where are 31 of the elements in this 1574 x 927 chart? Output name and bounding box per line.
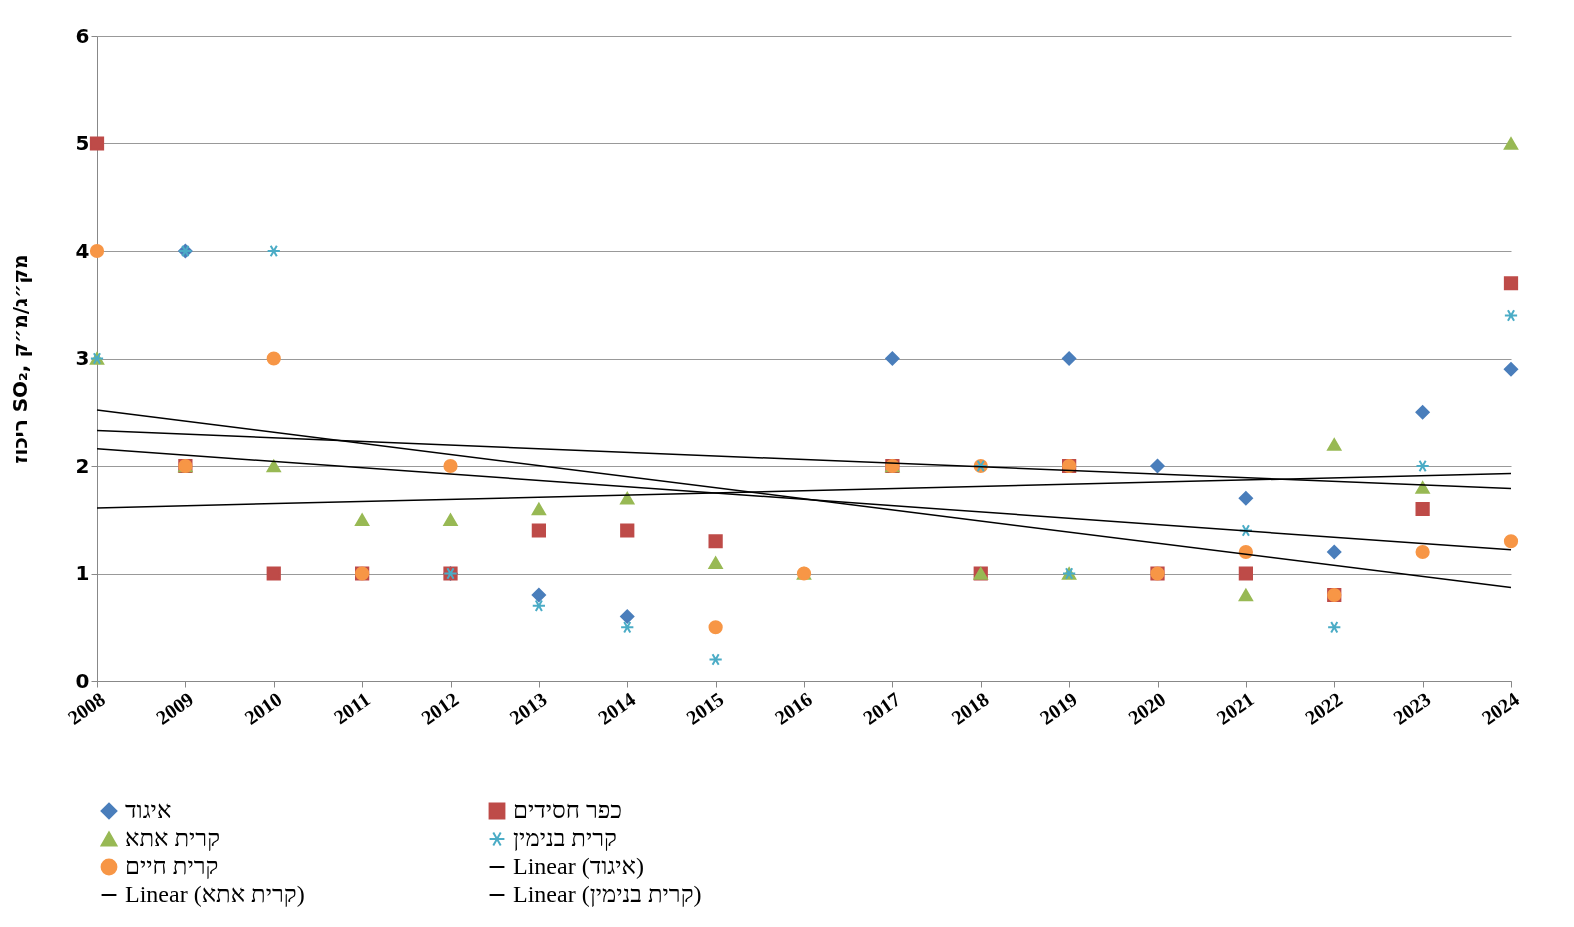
y-axis-title: ריכוז SO₂, מק״ג/מ״ק	[7, 254, 32, 464]
y-tick-label: 2	[75, 453, 90, 478]
x-tick-label: 2017	[858, 687, 905, 729]
x-tick-label: 2011	[329, 687, 375, 729]
x-tick-label: 2022	[1300, 687, 1347, 729]
y-tick-label: 5	[75, 131, 90, 155]
y-tick-label: 4	[75, 238, 90, 263]
x-tick-label: 2010	[240, 687, 286, 729]
legend-label: קרית חיים	[125, 853, 219, 879]
legend-label: קרית בנימין	[513, 825, 617, 851]
x-tick-label: 2024	[1477, 687, 1523, 729]
y-tick-label: 1	[75, 561, 90, 585]
x-tick-label: 2013	[505, 687, 551, 729]
x-tick-label: 2009	[151, 687, 198, 729]
x-tick-label: 2021	[1212, 687, 1258, 729]
x-tick-label: 2018	[947, 687, 993, 729]
x-tick-label: 2019	[1035, 687, 1082, 729]
y-tick-label: 3	[75, 346, 90, 370]
legend-label: Linear (קרית אתא)	[125, 881, 305, 907]
x-tick-label: 2020	[1124, 687, 1170, 729]
x-tick-label: 2012	[417, 687, 463, 729]
legend-label: Linear (קרית בנימין)	[513, 881, 702, 907]
x-tick-label: 2015	[682, 687, 728, 729]
legend-label: כפר חסידים	[513, 797, 623, 823]
x-tick-label: 2016	[770, 687, 816, 729]
y-tick-label: 6	[75, 23, 90, 48]
x-tick-label: 2023	[1389, 687, 1435, 729]
x-tick-label: 2014	[593, 687, 640, 729]
legend-label: קרית אתא	[125, 825, 221, 851]
legend-label: איגוד	[125, 797, 172, 823]
legend-label: Linear (איגוד)	[513, 853, 644, 879]
